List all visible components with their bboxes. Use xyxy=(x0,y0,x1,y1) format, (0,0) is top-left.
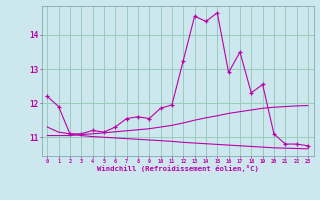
X-axis label: Windchill (Refroidissement éolien,°C): Windchill (Refroidissement éolien,°C) xyxy=(97,165,259,172)
